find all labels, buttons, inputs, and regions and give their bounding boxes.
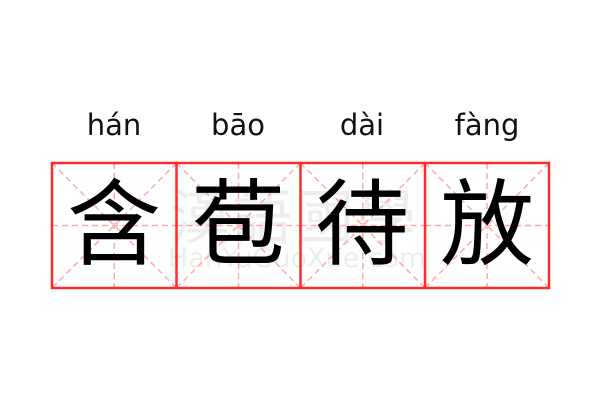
pinyin-2: bāo	[211, 108, 265, 142]
character-1: 含	[66, 171, 161, 280]
pinyin-4: fàng	[454, 108, 520, 142]
character-2: 苞	[190, 171, 285, 280]
pinyin-3: dài	[339, 108, 385, 142]
watermark-chinese: 漢語國學	[170, 184, 418, 254]
character-3: 待	[314, 171, 409, 280]
pinyin-1: hán	[86, 108, 142, 142]
character-4: 放	[439, 171, 534, 280]
watermark-latin: HanYuGuoXue.com	[168, 243, 426, 274]
